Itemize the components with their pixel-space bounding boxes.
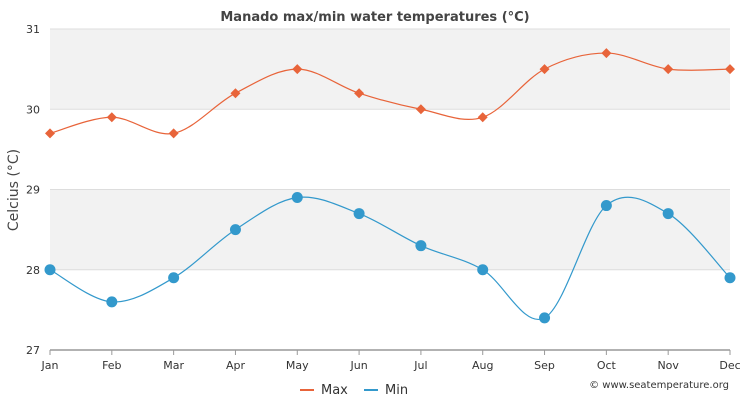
x-tick-label: Sep bbox=[534, 359, 555, 372]
min-point-mar[interactable] bbox=[168, 272, 180, 284]
max-point-jun[interactable] bbox=[354, 88, 365, 99]
band-27-28 bbox=[50, 269, 730, 350]
band-29-30 bbox=[50, 109, 730, 190]
series-group bbox=[44, 48, 736, 324]
band-30-31 bbox=[50, 29, 730, 110]
legend-label-min: Min bbox=[385, 383, 408, 398]
x-tick-label: Aug bbox=[472, 359, 493, 372]
max-point-feb[interactable] bbox=[106, 112, 117, 123]
credit-text: © www.seatemperature.org bbox=[589, 380, 729, 391]
min-point-may[interactable] bbox=[291, 192, 303, 204]
min-point-feb[interactable] bbox=[106, 296, 118, 308]
series-min bbox=[44, 192, 736, 324]
y-tick-label: 29 bbox=[26, 184, 40, 197]
x-axis-ticks: Jan Feb Mar Apr May Jun Jul Aug Sep Oct Nov Dec bbox=[41, 350, 741, 372]
x-tick-label: Feb bbox=[102, 359, 121, 372]
x-tick-label: May bbox=[286, 359, 309, 372]
legend-item-min[interactable]: Min bbox=[364, 383, 408, 398]
y-axis-ticks: 27 28 29 30 31 bbox=[26, 23, 40, 357]
series-max bbox=[45, 48, 735, 139]
y-tick-label: 31 bbox=[26, 23, 40, 36]
legend[interactable]: Max Min bbox=[300, 383, 408, 398]
x-tick-label: Jun bbox=[349, 359, 367, 372]
x-tick-label: Jul bbox=[413, 359, 427, 372]
x-tick-label: Dec bbox=[719, 359, 740, 372]
max-point-sep[interactable] bbox=[539, 64, 550, 75]
min-point-aug[interactable] bbox=[477, 264, 489, 276]
min-point-jul[interactable] bbox=[415, 240, 427, 252]
min-point-sep[interactable] bbox=[539, 312, 551, 324]
min-point-oct[interactable] bbox=[600, 200, 612, 212]
chart-title: Manado max/min water temperatures (°C) bbox=[220, 10, 529, 25]
min-point-dec[interactable] bbox=[724, 272, 736, 284]
min-point-nov[interactable] bbox=[662, 208, 674, 220]
max-point-dec[interactable] bbox=[725, 64, 735, 75]
max-point-mar[interactable] bbox=[168, 128, 179, 139]
x-tick-label: Mar bbox=[163, 359, 184, 372]
y-tick-label: 27 bbox=[26, 344, 40, 357]
min-point-jan[interactable] bbox=[44, 264, 56, 276]
max-point-aug[interactable] bbox=[477, 112, 488, 123]
x-tick-label: Nov bbox=[657, 359, 679, 372]
y-tick-label: 30 bbox=[26, 103, 40, 116]
x-tick-label: Jan bbox=[41, 359, 59, 372]
legend-label-max: Max bbox=[321, 383, 348, 398]
max-point-jan[interactable] bbox=[45, 128, 55, 139]
max-point-oct[interactable] bbox=[601, 48, 612, 59]
max-point-jul[interactable] bbox=[415, 104, 426, 115]
max-point-apr[interactable] bbox=[230, 88, 241, 99]
x-tick-label: Apr bbox=[226, 359, 246, 372]
y-axis-label: Celcius (°C) bbox=[6, 149, 22, 231]
max-point-may[interactable] bbox=[292, 64, 303, 75]
x-tick-label: Oct bbox=[597, 359, 617, 372]
legend-item-max[interactable]: Max bbox=[300, 383, 348, 398]
y-tick-label: 28 bbox=[26, 264, 40, 277]
min-point-jun[interactable] bbox=[353, 208, 365, 220]
max-point-nov[interactable] bbox=[663, 64, 674, 75]
min-point-apr[interactable] bbox=[229, 224, 241, 236]
